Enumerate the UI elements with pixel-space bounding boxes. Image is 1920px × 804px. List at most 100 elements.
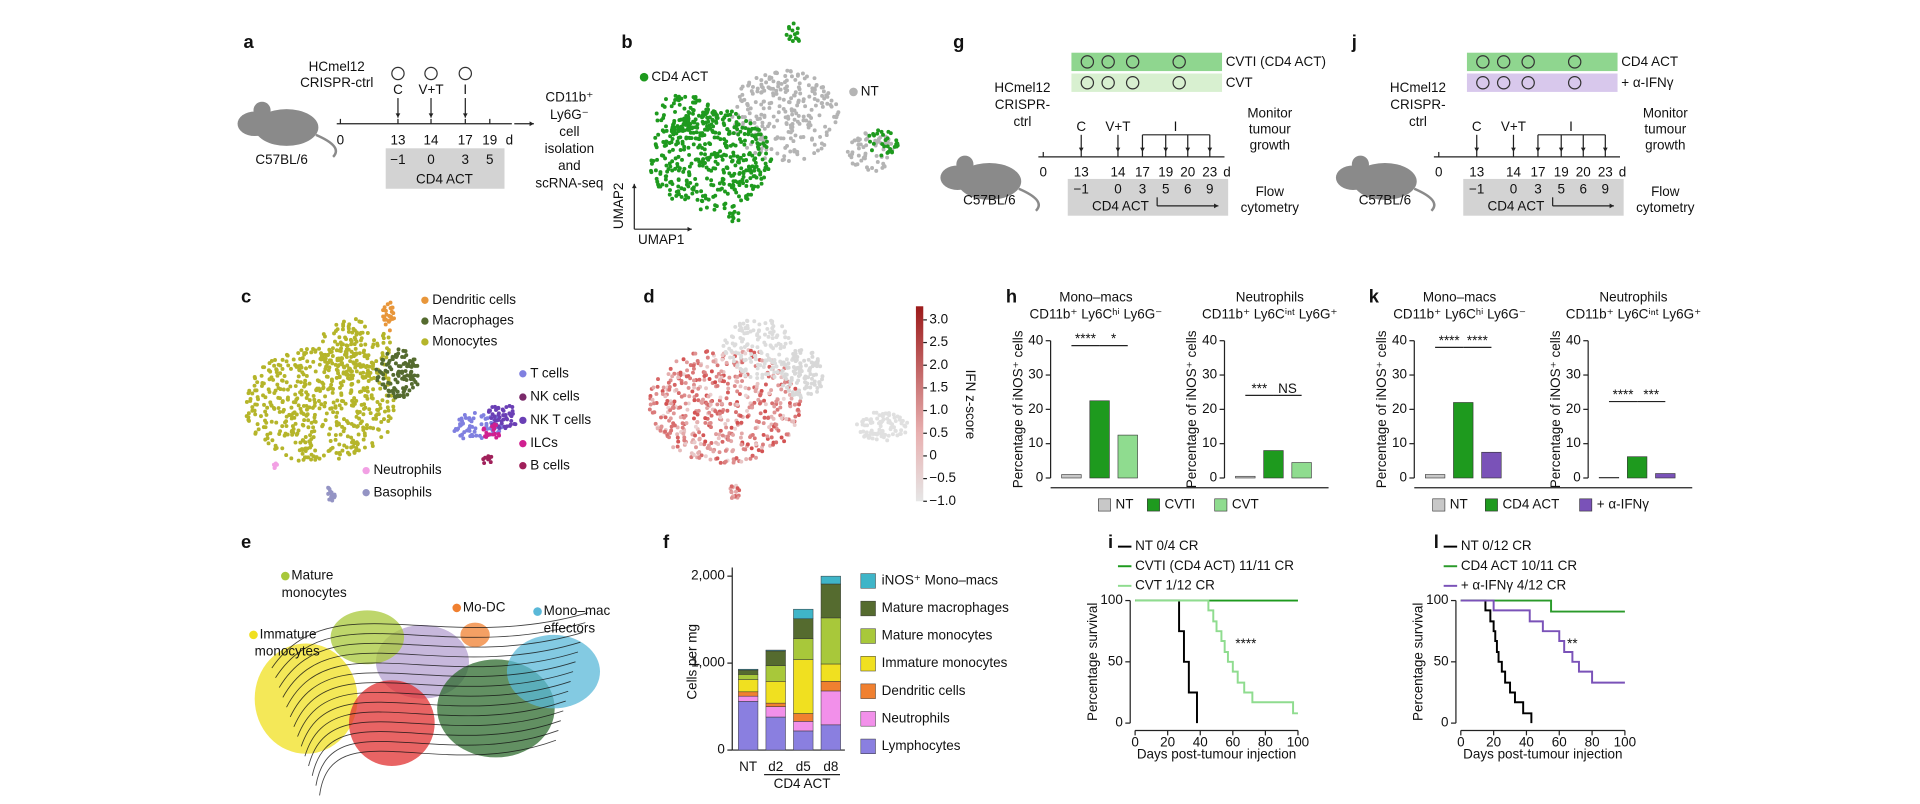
cell-dot	[684, 374, 689, 379]
label: ctrl	[1013, 114, 1031, 129]
cell-dot	[691, 108, 695, 112]
cell-dot	[876, 128, 881, 133]
legend-label: Neutrophils	[882, 710, 950, 725]
cell-dot	[261, 425, 266, 430]
significance-label: ****	[1613, 387, 1635, 402]
cell-dot	[693, 117, 698, 122]
y-axis-label: Percentage survival	[1411, 603, 1426, 721]
cell-dot	[656, 132, 661, 137]
label: Monitor	[1247, 106, 1292, 121]
cell-dot	[307, 405, 312, 410]
survival-curve	[1135, 599, 1298, 715]
cell-dot	[306, 455, 311, 460]
legend-label: CVT	[1232, 497, 1259, 512]
cell-dot	[849, 155, 854, 160]
cell-dot	[655, 426, 660, 431]
cell-dot	[714, 374, 719, 379]
cell-dot	[653, 168, 658, 173]
legend-dot	[519, 370, 527, 378]
cell-dot	[277, 409, 282, 414]
cell-dot	[867, 133, 872, 138]
cell-dot	[729, 484, 734, 489]
cell-dot	[715, 187, 720, 192]
cell-dot	[820, 374, 825, 379]
y-axis-label: Percentage of iNOS⁺ cells	[1548, 330, 1563, 488]
bar	[1655, 473, 1676, 479]
cell-dot	[312, 403, 317, 408]
cell-dot	[686, 119, 691, 124]
cell-dot	[296, 351, 301, 355]
cell-dot	[750, 164, 755, 169]
cell-dot	[269, 359, 274, 363]
cell-dot	[825, 101, 830, 106]
cell-dot	[669, 179, 674, 184]
cell-dot	[794, 36, 799, 41]
legend-swatch	[860, 628, 876, 644]
cell-dot	[869, 428, 874, 433]
x-tick-label: 60	[1225, 734, 1240, 749]
cell-dot	[351, 326, 356, 331]
cell-dot	[721, 121, 726, 126]
cell-dot	[765, 353, 770, 357]
cell-dot	[293, 440, 298, 445]
cell-dot	[376, 427, 380, 432]
cell-dot	[697, 137, 702, 142]
cell-dot	[280, 424, 285, 429]
legend-label: NT	[861, 83, 879, 98]
cell-dot	[273, 357, 277, 362]
cell-dot	[392, 394, 397, 399]
cell-dot	[779, 416, 784, 421]
cell-dot	[264, 412, 269, 417]
cell-dot	[763, 332, 767, 337]
cell-dot	[719, 111, 723, 115]
cell-dot	[467, 416, 472, 421]
cell-dot	[278, 387, 283, 392]
cell-dot	[697, 163, 702, 168]
cell-dot	[713, 159, 718, 164]
cell-dot	[731, 183, 736, 188]
cell-dot	[873, 431, 878, 436]
cell-dot	[743, 385, 748, 390]
cell-dot	[752, 350, 757, 355]
cell-dot	[339, 383, 344, 388]
cell-dot	[893, 419, 898, 424]
cell-dot	[652, 410, 657, 415]
cell-dot	[680, 125, 685, 130]
bar-segment	[738, 691, 759, 697]
cell-dot	[374, 413, 379, 418]
cell-dot	[298, 363, 303, 368]
cell-dot	[739, 98, 743, 103]
cell-dot	[332, 495, 337, 500]
cell-dot	[888, 427, 893, 432]
cell-dot	[388, 416, 393, 421]
label: CRISPR-ctrl	[300, 75, 373, 90]
cell-dot	[711, 183, 716, 188]
cell-dot	[674, 387, 679, 392]
cell-dot	[291, 357, 296, 362]
cell-dot	[338, 432, 343, 437]
cell-dot	[764, 80, 769, 85]
y-tick-label: 0	[1210, 470, 1217, 485]
cell-dot	[761, 421, 766, 426]
cell-dot	[676, 98, 681, 103]
cell-dot	[707, 141, 712, 146]
cell-dot	[759, 181, 764, 186]
cell-dot	[253, 402, 258, 407]
significance-label: NS	[1278, 381, 1297, 396]
cell-dot	[306, 425, 311, 430]
arm-label: CVTI (CD4 ACT)	[1226, 54, 1326, 69]
cell-dot	[792, 93, 796, 98]
cell-dot	[760, 358, 765, 363]
cell-dot	[394, 355, 399, 359]
drug-icon	[1125, 55, 1140, 69]
cell-dot	[653, 135, 658, 140]
cell-dot	[472, 410, 477, 415]
cell-dot	[763, 73, 768, 78]
cell-dot	[372, 338, 376, 343]
cell-dot	[736, 115, 741, 120]
cell-dot	[483, 416, 488, 421]
cell-dot	[728, 401, 733, 406]
drug-icon	[1521, 75, 1535, 90]
cell-dot	[663, 415, 668, 420]
cell-dot	[793, 348, 798, 353]
